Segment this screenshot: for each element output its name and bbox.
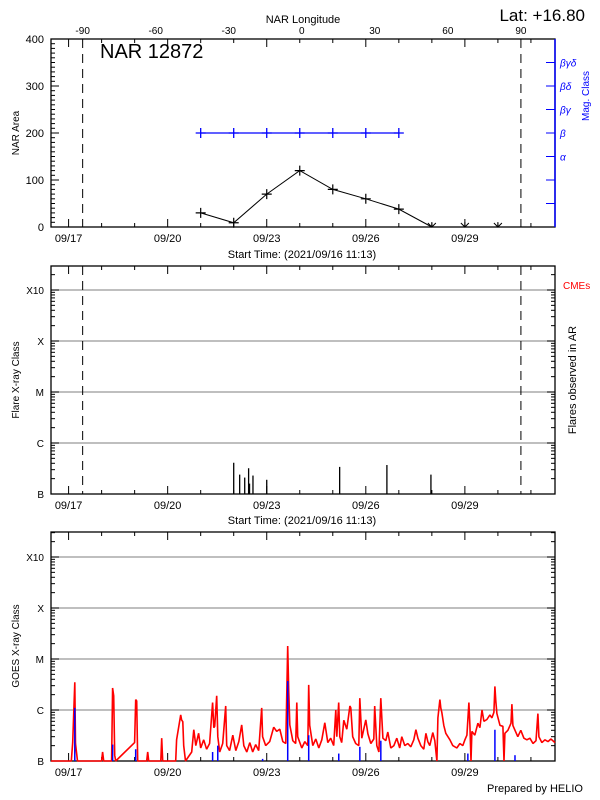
flare-ylabel: Flare X-ray Class [11,341,22,418]
mag-class-point [393,128,404,138]
x-tick-label: 09/26 [352,767,380,779]
y-tick-label: 200 [26,128,44,140]
mag-class-tick-label: β [559,129,566,140]
area-point [493,222,503,228]
x-tick-label: 09/17 [55,233,83,245]
y-tick-label: C [37,439,44,450]
area-panel-xlabel: Start Time: (2021/09/16 11:13) [228,249,376,261]
mag-class-point [360,128,371,138]
y-tick-label: 0 [38,222,44,234]
mag-class-point [195,128,206,138]
x-tick-label: 09/29 [451,500,479,512]
plot-frame [50,265,556,495]
mag-class-point [327,128,338,138]
y-tick-label: C [37,706,44,717]
x-tick-label: 09/20 [154,233,182,245]
longitude-tick-label: 0 [299,26,305,37]
mag-class-tick-label: βδ [559,82,572,93]
longitude-tick-label: -30 [222,26,237,37]
latitude-label: Lat: +16.80 [499,6,585,25]
area-point [294,165,305,176]
x-tick-label: 09/26 [352,500,380,512]
x-tick-label: 09/17 [55,767,83,779]
y-tick-label: B [37,757,44,768]
y-tick-label: X [37,604,44,615]
area-point [427,222,437,228]
longitude-tick-label: 60 [442,26,454,37]
cme-legend: CMEs [563,281,590,292]
area-point [393,204,404,215]
x-tick-label: 09/23 [253,500,281,512]
area-line [200,170,433,228]
y-tick-label: 100 [26,175,44,187]
y-tick-label: X10 [26,286,44,297]
goes-ylabel: GOES X-ray Class [11,604,22,687]
ar-title: NAR 12872 [100,41,203,63]
y-tick-label: M [36,655,44,666]
y-tick-label: X [37,337,44,348]
longitude-tick-label: 90 [515,26,527,37]
x-tick-label: 09/29 [451,767,479,779]
plot-frame [50,531,556,762]
y-tick-label: X10 [26,553,44,564]
area-point [228,217,239,228]
x-tick-label: 09/26 [352,233,380,245]
area-point [327,184,338,195]
x-tick-label: 09/29 [451,233,479,245]
goes-flux-line [51,645,556,762]
mag-class-tick-label: βγ [559,106,572,117]
y-tick-label: 400 [26,34,44,46]
mag-class-tick-label: βγδ [559,59,577,70]
longitude-tick-label: -60 [148,26,163,37]
flare-panel-xlabel: Start Time: (2021/09/16 11:13) [228,515,376,527]
longitude-tick-label: 30 [369,26,381,37]
longitude-axis-title: NAR Longitude [266,14,341,26]
mag-class-point [261,128,272,138]
y-tick-label: 300 [26,81,44,93]
x-tick-label: 09/20 [154,767,182,779]
mag-class-tick-label: α [560,153,566,164]
x-tick-label: 09/23 [253,233,281,245]
x-tick-label: 09/20 [154,500,182,512]
prepared-by-footer: Prepared by HELIO [487,783,583,795]
mag-class-ylabel: Mag. Class [581,71,592,121]
y-tick-label: M [36,388,44,399]
longitude-tick-label: -90 [75,26,90,37]
area-ylabel: NAR Area [11,110,22,155]
area-point [460,222,470,228]
x-tick-label: 09/23 [253,767,281,779]
area-point [261,189,272,200]
mag-class-point [228,128,239,138]
x-tick-label: 09/17 [55,500,83,512]
area-point [195,207,206,218]
flares-observed-ylabel: Flares observed in AR [567,326,579,434]
area-point [360,193,371,204]
y-tick-label: B [37,490,44,501]
mag-class-point [294,128,305,138]
